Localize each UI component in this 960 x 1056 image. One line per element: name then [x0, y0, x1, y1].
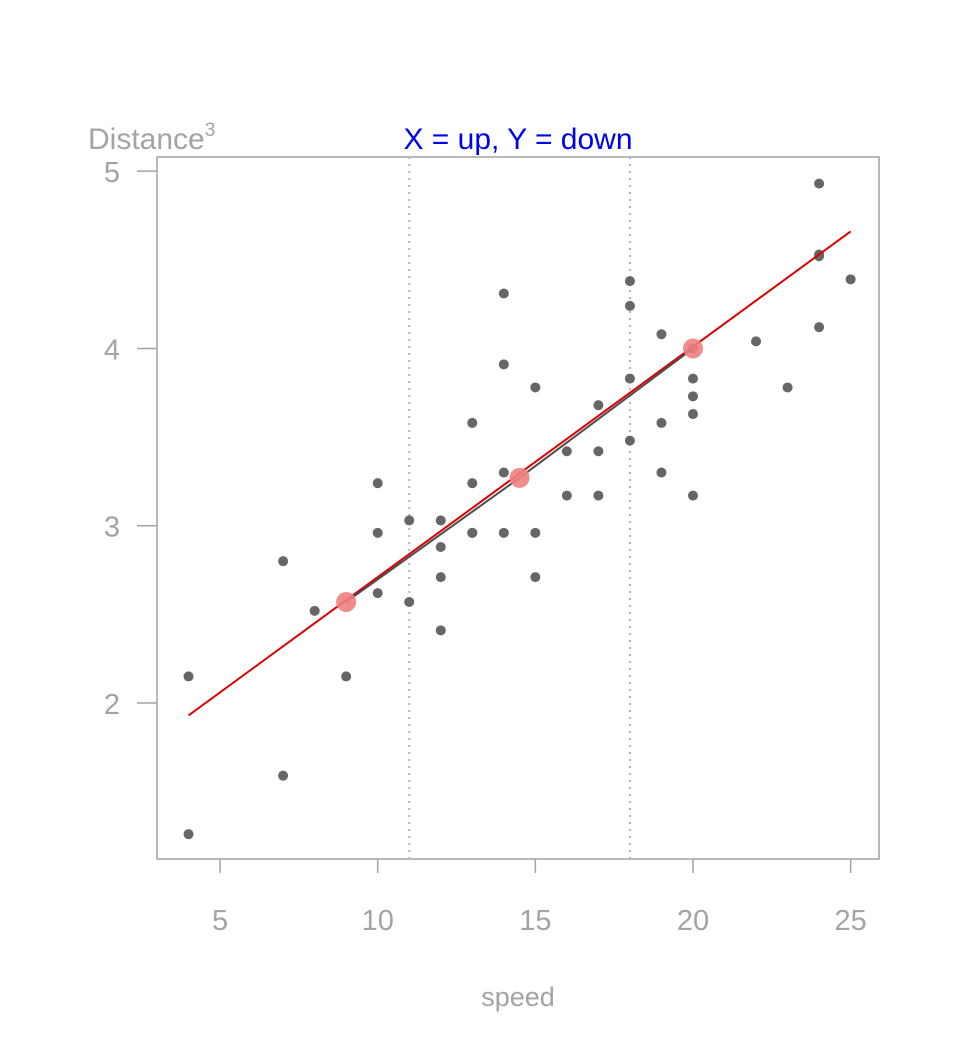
y-axis-label-superscript: 3	[205, 120, 216, 141]
y-axis-label-text: Distance	[88, 123, 205, 156]
data-point	[814, 178, 825, 189]
data-point	[593, 446, 604, 457]
data-point	[624, 435, 635, 446]
data-point	[814, 322, 825, 333]
x-tick-label: 15	[519, 905, 551, 937]
data-point	[435, 515, 446, 526]
data-point	[183, 829, 194, 840]
x-tick-label: 5	[212, 905, 228, 937]
data-point	[498, 359, 509, 370]
y-tick-label: 3	[104, 512, 120, 544]
data-point	[687, 490, 698, 501]
x-tick-label: 25	[834, 905, 866, 937]
data-point	[845, 274, 856, 285]
y-tick-label: 5	[104, 157, 120, 189]
x-axis: 5 10 15 20 25	[212, 859, 867, 937]
data-point	[751, 336, 762, 347]
x-axis-label: speed	[481, 982, 555, 1012]
data-point	[624, 300, 635, 311]
highlight-points	[336, 338, 703, 612]
x-tick-label: 20	[677, 905, 709, 937]
data-point	[656, 467, 667, 478]
data-point	[687, 373, 698, 384]
y-axis: 2 3 4 5	[104, 157, 157, 721]
data-point	[404, 515, 415, 526]
data-point	[530, 527, 541, 538]
data-point	[309, 605, 320, 616]
data-point	[593, 400, 604, 411]
data-point	[656, 417, 667, 428]
data-point	[530, 572, 541, 583]
data-point	[530, 382, 541, 393]
highlight-point	[682, 338, 703, 359]
data-point	[404, 596, 415, 607]
highlight-point	[509, 467, 530, 488]
data-point	[593, 490, 604, 501]
data-point	[561, 490, 572, 501]
chart-title: X = up, Y = down	[403, 123, 632, 156]
y-tick-label: 4	[104, 334, 120, 366]
data-point	[687, 391, 698, 402]
data-point	[372, 588, 383, 599]
data-point	[624, 276, 635, 287]
highlight-point	[336, 591, 357, 612]
data-point	[561, 446, 572, 457]
data-point	[278, 556, 289, 567]
data-point	[498, 288, 509, 299]
reference-lines	[408, 157, 631, 859]
data-point	[278, 770, 289, 781]
data-point	[467, 478, 478, 489]
x-tick-label: 10	[362, 905, 394, 937]
data-point	[372, 478, 383, 489]
data-point	[467, 527, 478, 538]
data-point	[435, 572, 446, 583]
y-tick-label: 2	[104, 689, 120, 721]
data-point	[341, 671, 352, 682]
data-point	[435, 625, 446, 636]
data-point	[183, 671, 194, 682]
data-point	[467, 417, 478, 428]
data-point	[498, 527, 509, 538]
data-point	[656, 329, 667, 340]
data-point	[372, 527, 383, 538]
data-point	[687, 409, 698, 420]
data-point	[498, 467, 509, 478]
data-point	[435, 542, 446, 552]
data-point	[624, 373, 635, 384]
y-axis-label: Distance3	[88, 120, 215, 156]
plot-frame	[156, 156, 880, 860]
data-point	[782, 382, 793, 393]
data-points	[183, 178, 856, 840]
